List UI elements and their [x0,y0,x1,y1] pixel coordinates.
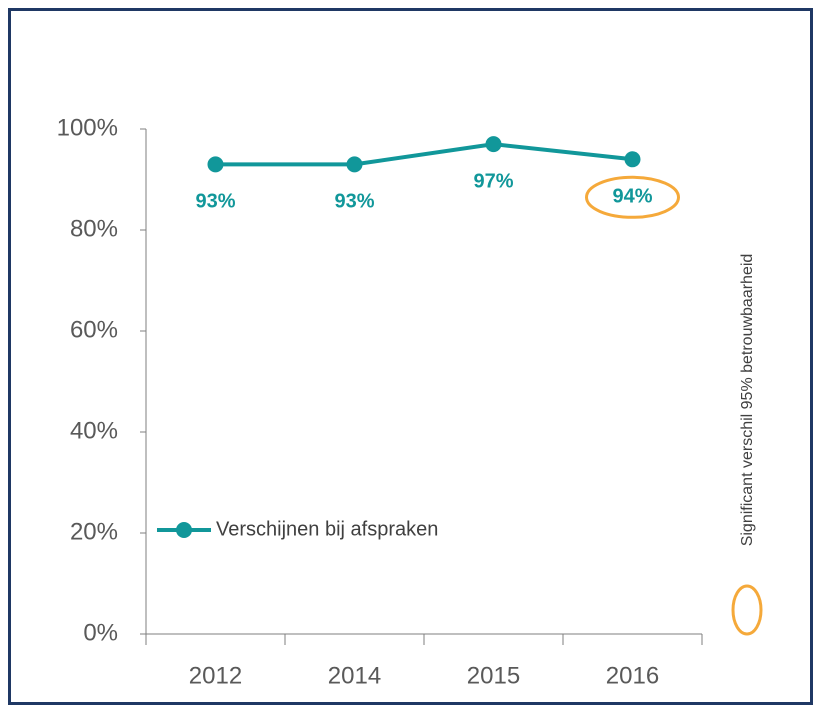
data-label: 97% [473,170,513,192]
y-tick-label: 60% [70,316,118,343]
x-tick-label: 2012 [189,662,242,689]
y-tick-label: 100% [57,114,118,141]
annotation-marker [731,584,763,636]
data-label: 93% [334,191,374,213]
y-tick-label: 20% [70,518,118,545]
data-label: 93% [195,191,235,213]
line [215,142,633,167]
legend-marker [176,522,192,538]
legend-label: Verschijnen bij afspraken [216,518,438,540]
x-tick-label: 2016 [606,662,659,689]
y-tick-label: 0% [83,619,118,646]
x-tick-label: 2015 [467,662,520,689]
y-tick-label: 40% [70,417,118,444]
data-label: 94% [612,186,652,208]
y-tick-label: 80% [70,215,118,242]
highlight [585,175,680,219]
marker [624,151,641,168]
annotation: Significant verschil 95% betrouwbaarheid [739,254,756,547]
frame [8,8,813,705]
annotation-text: Significant verschil 95% betrouwbaarheid [739,254,756,547]
x-tick-label: 2014 [328,662,381,689]
marker [207,156,224,173]
marker [346,156,363,173]
marker [485,136,502,153]
